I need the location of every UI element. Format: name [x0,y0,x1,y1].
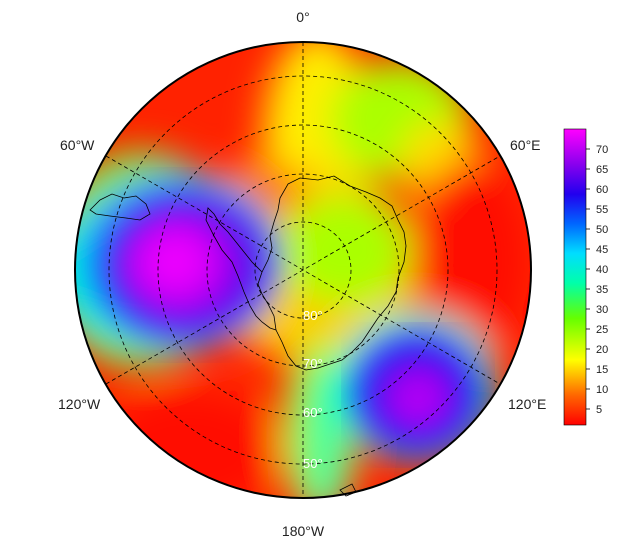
colorbar-tick-label: 65 [596,164,608,176]
colorbar-tick-label: 50 [596,224,608,236]
colorbar-tick-label: 60 [596,184,608,196]
lat-label-70: 70° [303,356,323,371]
colorbar-tick-label: 25 [596,324,608,336]
lat-label-60: 60° [303,405,323,420]
south-america-coastline [89,193,151,221]
field-layer [75,42,531,498]
colorbar-tick-label: 20 [596,344,608,356]
colorbar-tick-label: 15 [596,364,608,376]
colorbar-tick-label: 30 [596,304,608,316]
lon-label-60w: 60°W [60,137,95,153]
colorbar-tick-label: 45 [596,244,608,256]
lon-label-60e: 60°E [510,137,541,153]
colorbar-tick-label: 10 [596,384,608,396]
antarctica-coastline [257,175,407,371]
lat-label-50: 50° [303,456,323,471]
colorbar-ticks: 70 65 60 55 50 45 40 35 30 25 20 15 10 5 [586,144,608,416]
lon-label-120w: 120°W [58,396,101,412]
lat-label-80: 80° [303,308,323,323]
colorbar-tick-label: 5 [596,404,602,416]
colorbar-tick-label: 55 [596,204,608,216]
lat-circle-80 [254,221,352,319]
antarctic-peninsula-coastline [205,207,277,331]
colorbar-tick-label: 40 [596,264,608,276]
colorbar-gradient [563,128,587,426]
graticule [105,42,501,498]
lon-label-120e: 120°E [508,396,546,412]
colorbar-tick-label: 70 [596,144,608,156]
colorbar-tick-label: 35 [596,284,608,296]
meridian-120w-60e [105,155,501,385]
lon-label-180w: 180°W [282,523,325,539]
lon-label-0: 0° [296,9,309,25]
map-boundary [74,41,532,499]
colorbar: 70 65 60 55 50 45 40 35 30 25 20 15 10 5 [563,128,608,426]
